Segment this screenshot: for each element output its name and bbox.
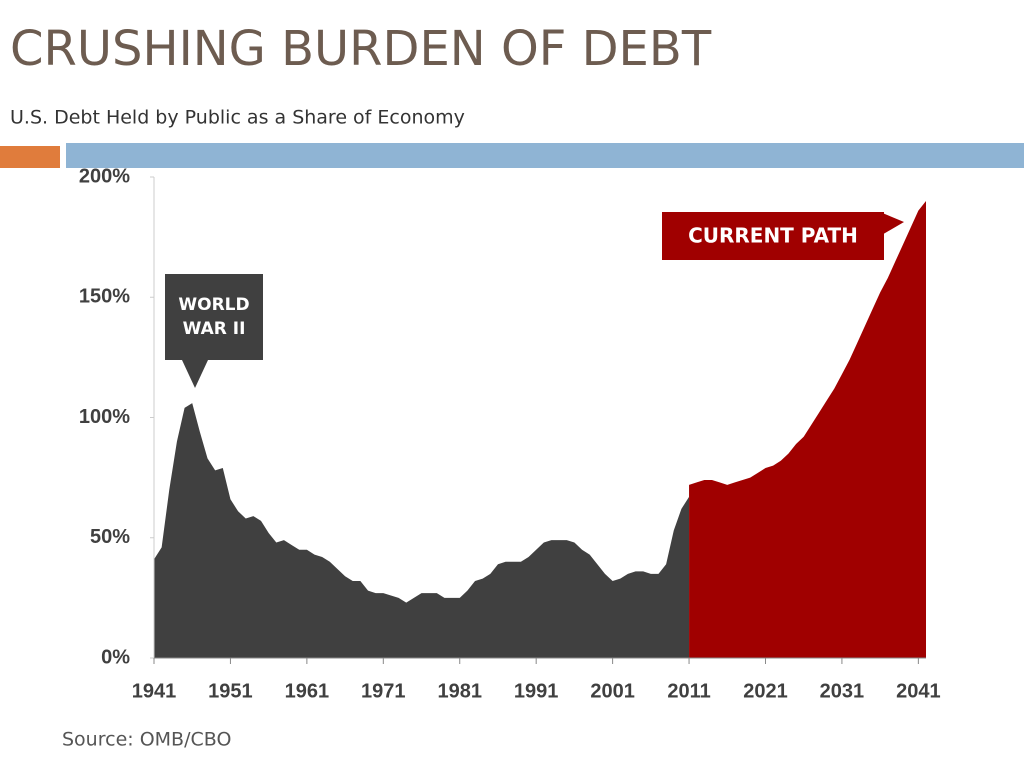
- accent-bar: [0, 146, 60, 168]
- chart-subtitle: U.S. Debt Held by Public as a Share of E…: [10, 107, 465, 129]
- x-tick-label: 1991: [514, 680, 559, 702]
- callout-box: [662, 212, 884, 260]
- area: [154, 403, 690, 658]
- header-bar: [66, 143, 1024, 168]
- y-tick-label: 0%: [101, 646, 130, 668]
- x-tick-label: 1941: [132, 680, 177, 702]
- x-tick-label: 1951: [208, 680, 253, 702]
- area: [689, 201, 926, 659]
- callout-label: WORLD WAR II: [178, 295, 250, 339]
- plot: 0% 50% 100% 150% 200% 1941 1951 1961 1971 1981 199…: [79, 165, 941, 702]
- y-tick-label: 50%: [90, 526, 130, 548]
- x-tick-label: 2031: [820, 680, 865, 702]
- chart-title: CRUSHING BURDEN OF DEBT: [10, 21, 712, 77]
- y-tick-label: 200%: [79, 165, 130, 187]
- y-tick-label: 100%: [79, 406, 130, 428]
- x-tick-label: 2041: [896, 680, 941, 702]
- x-tick-label: 2001: [590, 680, 635, 702]
- x-tick-label: 1971: [361, 680, 406, 702]
- x-tick-label: 1961: [285, 680, 330, 702]
- x-tick-label: 2011: [667, 680, 710, 702]
- source: Source: OMB/CBO: [62, 729, 231, 751]
- x-tick-label: 1981: [437, 680, 482, 702]
- callout-label: CURRENT PATH: [688, 224, 858, 248]
- callout-pointer: [182, 360, 208, 388]
- callout-pointer: [880, 212, 904, 236]
- callout-box: [165, 274, 263, 360]
- x-tick-label: 2021: [743, 680, 788, 702]
- y-tick-label: 150%: [79, 286, 130, 308]
